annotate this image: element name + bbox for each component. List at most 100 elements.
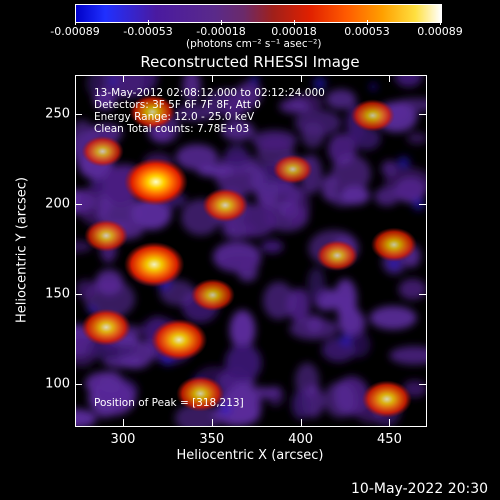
- background-texture-blob: [325, 89, 357, 110]
- y-tick-mark: [75, 204, 82, 206]
- emission-source: [272, 154, 313, 184]
- y-axis-label: Heliocentric Y (arcsec): [14, 177, 30, 323]
- y-tick-label: 100: [45, 376, 70, 392]
- emission-source: [350, 99, 395, 132]
- background-texture-blob: [255, 181, 303, 209]
- background-texture-blob: [182, 76, 201, 102]
- colorbar-tick: [75, 20, 76, 25]
- x-tick-mark: [122, 419, 124, 426]
- background-texture-blob: [229, 310, 256, 350]
- x-tick-mark: [211, 75, 213, 82]
- background-texture-blob: [204, 88, 256, 117]
- colorbar-tick-label: -0.00089: [50, 25, 100, 38]
- x-tick-label: 400: [288, 432, 314, 447]
- y-tick-mark: [419, 383, 426, 385]
- negative-flux-spot: [368, 81, 379, 93]
- footer-timestamp: 10-May-2022 20:30: [351, 481, 489, 497]
- y-tick-mark: [419, 293, 426, 295]
- background-texture-blob: [394, 76, 423, 87]
- background-texture-blob: [225, 343, 262, 382]
- info-energy: Energy Range: 12.0 - 25.0 keV: [94, 111, 255, 123]
- heatmap-image: [76, 76, 426, 426]
- info-detectors: Detectors: 3F 5F 6F 7F 8F, Att 0: [94, 99, 261, 111]
- emission-source: [123, 157, 188, 206]
- info-time: 13-May-2012 02:08:12.000 to 02:12:24.000: [94, 87, 325, 99]
- background-texture-blob: [174, 104, 216, 122]
- x-tick-mark: [300, 419, 302, 426]
- background-texture-blob: [330, 191, 357, 207]
- x-tick-mark: [211, 419, 213, 426]
- background-texture-blob: [221, 120, 255, 142]
- emission-source: [84, 219, 129, 252]
- colorbar-tick: [367, 20, 368, 25]
- background-texture-blob: [384, 167, 426, 198]
- colorbar-tick-label: -0.00018: [196, 25, 246, 38]
- negative-flux-spot: [217, 401, 234, 418]
- y-tick-mark: [75, 114, 82, 116]
- background-texture-blob: [251, 130, 298, 151]
- y-tick-mark: [419, 204, 426, 206]
- y-tick-mark: [75, 383, 82, 385]
- x-axis-label: Heliocentric X (arcsec): [176, 448, 324, 463]
- emission-source: [190, 278, 235, 312]
- background-texture-blob: [307, 267, 326, 302]
- emission-source: [370, 227, 418, 262]
- background-texture-blob: [398, 278, 426, 300]
- chart-title: Reconstructed RHESSI Image: [140, 53, 360, 71]
- background-texture-blob: [131, 197, 172, 230]
- info-peak: Position of Peak = [318,213]: [94, 397, 244, 409]
- x-tick-mark: [300, 75, 302, 82]
- background-texture-blob: [175, 144, 218, 170]
- y-tick-mark: [75, 293, 82, 295]
- background-texture-blob: [291, 389, 311, 420]
- plot-area: [75, 75, 427, 427]
- colorbar-tick-label: 0.00018: [271, 25, 317, 38]
- background-texture-blob: [323, 381, 356, 418]
- emission-source: [81, 308, 132, 346]
- background-texture-blob: [334, 278, 357, 318]
- negative-flux-spot: [395, 153, 413, 172]
- emission-source: [202, 188, 249, 223]
- background-texture-blob: [389, 346, 426, 365]
- background-texture-blob: [406, 132, 426, 145]
- colorbar-tick-label: -0.00053: [123, 25, 173, 38]
- background-texture-blob: [294, 109, 342, 136]
- x-tick-label: 450: [377, 432, 402, 447]
- negative-flux-spot: [410, 195, 426, 214]
- negative-flux-spot: [247, 76, 262, 87]
- negative-flux-spot: [106, 76, 119, 88]
- background-texture-blob: [331, 154, 371, 193]
- colorbar-tick: [148, 20, 149, 25]
- emission-source: [150, 318, 208, 361]
- background-texture-blob: [215, 161, 266, 195]
- background-texture-blob: [88, 380, 136, 416]
- background-texture-blob: [289, 317, 339, 340]
- background-texture-blob: [260, 239, 284, 254]
- colorbar-tick: [294, 20, 295, 25]
- colorbar-tick-label: 0.00053: [344, 25, 390, 38]
- emission-source: [361, 380, 412, 418]
- background-texture-blob: [224, 144, 249, 169]
- x-tick-mark: [389, 75, 391, 82]
- background-texture-blob: [76, 279, 97, 299]
- background-texture-blob: [263, 281, 295, 320]
- negative-flux-spot: [310, 76, 330, 93]
- emission-source: [81, 135, 124, 167]
- emission-source: [316, 240, 359, 271]
- background-texture-blob: [369, 306, 417, 330]
- y-tick-mark: [419, 114, 426, 116]
- x-tick-label: 300: [110, 432, 136, 447]
- x-tick-mark: [389, 419, 391, 426]
- emission-source: [176, 375, 225, 412]
- x-tick-mark: [122, 75, 124, 82]
- emission-source: [124, 241, 185, 288]
- y-tick-label: 250: [45, 106, 70, 122]
- colorbar-tick-label: 0.00089: [417, 25, 463, 38]
- colorbar: [75, 4, 442, 23]
- y-tick-label: 150: [45, 286, 70, 302]
- background-texture-blob: [279, 98, 310, 114]
- negative-flux-spot: [337, 331, 354, 349]
- colorbar-tick: [440, 20, 441, 25]
- info-clean: Clean Total counts: 7.78E+03: [94, 123, 250, 135]
- colorbar-tick: [221, 20, 222, 25]
